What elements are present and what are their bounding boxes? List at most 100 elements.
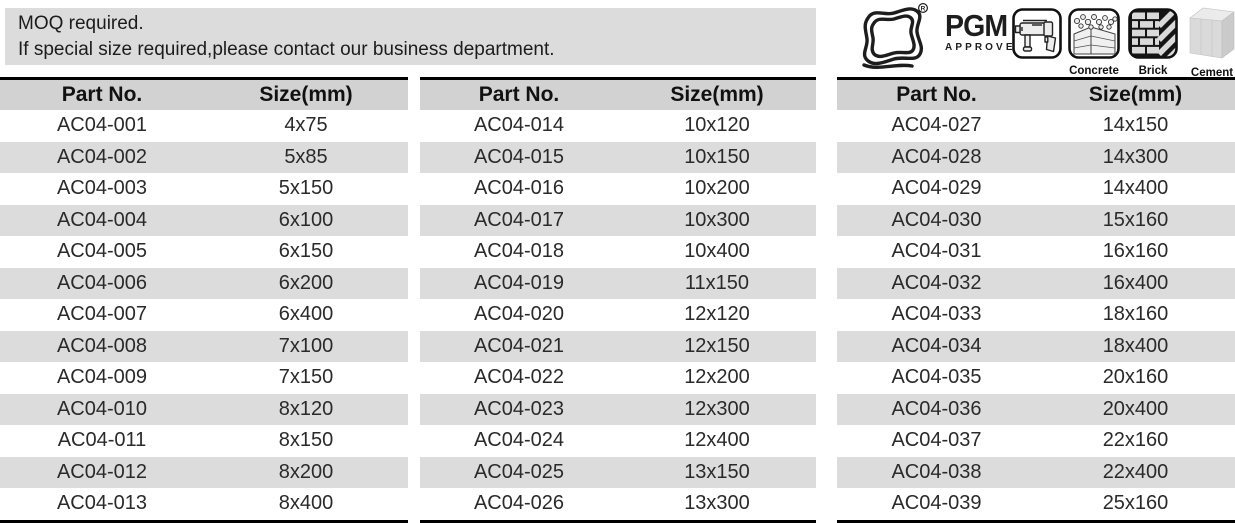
part-no-cell: AC04-022: [473, 366, 565, 389]
concrete-icon: [1068, 8, 1120, 59]
part-no-cell: AC04-019: [473, 271, 565, 294]
part-no-cell: AC04-003: [56, 177, 148, 200]
size-cell: 8x120: [278, 397, 334, 420]
part-no-cell: AC04-031: [891, 240, 982, 263]
size-cell: 12x120: [684, 303, 750, 326]
table-row: AC04-015 10x150: [420, 141, 816, 173]
concrete-label: Concrete: [1069, 65, 1119, 77]
size-cell: 7x100: [278, 334, 334, 357]
table-row: AC04-023 12x300: [420, 393, 816, 425]
parts-table-3: Part No. Size(mm) AC04-027 14x150 AC04-028…: [837, 77, 1235, 523]
size-cell: 10x150: [684, 145, 750, 168]
moq-notice-line2: If special size required,please contact …: [18, 39, 555, 60]
parts-table-2: Part No. Size(mm) AC04-014 10x120 AC04-015…: [420, 77, 816, 523]
table-body: AC04-027 14x150 AC04-028 14x300 AC04-029 14x4…: [837, 110, 1235, 520]
size-cell: 6x100: [278, 208, 334, 231]
table-row: AC04-014 10x120: [420, 110, 816, 142]
table-row: AC04-013 8x400: [0, 488, 408, 520]
table-row: AC04-034 18x400: [837, 330, 1235, 362]
table-row: AC04-031 16x160: [837, 236, 1235, 268]
size-cell: 15x160: [1102, 208, 1169, 231]
pgm-logo-icon: R: [862, 2, 928, 69]
table-row: AC04-007 6x400: [0, 299, 408, 331]
part-no-cell: AC04-005: [56, 240, 148, 263]
brand-name: PGM: [945, 8, 1008, 43]
part-no-cell: AC04-032: [891, 271, 982, 294]
size-cell: 16x400: [1102, 271, 1169, 294]
table-row: AC04-003 5x150: [0, 173, 408, 205]
table-row: AC04-011 8x150: [0, 425, 408, 457]
part-no-cell: AC04-021: [473, 334, 565, 357]
table-row: AC04-037 22x160: [837, 425, 1235, 457]
part-no-cell: AC04-012: [56, 460, 148, 483]
size-cell: 11x150: [684, 271, 750, 294]
size-cell: 10x200: [684, 177, 750, 200]
part-no-cell: AC04-009: [56, 366, 148, 389]
part-no-cell: AC04-025: [473, 460, 565, 483]
table-row: AC04-038 22x400: [837, 456, 1235, 488]
table-row: AC04-008 7x100: [0, 330, 408, 362]
part-no-cell: AC04-030: [891, 208, 982, 231]
size-cell: 25x160: [1102, 492, 1169, 515]
table-row: AC04-033 18x160: [837, 299, 1235, 331]
size-cell: 6x200: [278, 271, 334, 294]
size-cell: 20x160: [1102, 366, 1169, 389]
size-header: Size(mm): [670, 83, 764, 106]
part-no-cell: AC04-033: [891, 303, 982, 326]
part-no-cell: AC04-014: [473, 114, 565, 137]
table-row: AC04-024 12x400: [420, 425, 816, 457]
brick-label: Brick: [1138, 65, 1168, 77]
part-no-cell: AC04-002: [56, 145, 148, 168]
size-cell: 12x150: [684, 334, 750, 357]
hammer-drill-badge: [1011, 8, 1063, 64]
table-row: AC04-010 8x120: [0, 393, 408, 425]
part-no-cell: AC04-011: [57, 429, 147, 452]
brick-badge: Brick: [1127, 8, 1179, 77]
part-no-cell: AC04-026: [473, 492, 565, 515]
size-cell: 18x160: [1102, 303, 1169, 326]
size-cell: 22x160: [1102, 429, 1169, 452]
table-row: AC04-036 20x400: [837, 393, 1235, 425]
brand-subtitle: APPROVED: [945, 42, 1026, 53]
size-cell: 8x200: [278, 460, 334, 483]
cement-icon: [1189, 7, 1235, 59]
size-cell: 6x150: [278, 240, 334, 263]
size-cell: 14x400: [1102, 177, 1169, 200]
table-row: AC04-035 20x160: [837, 362, 1235, 394]
table-row: AC04-012 8x200: [0, 456, 408, 488]
part-no-cell: AC04-020: [473, 303, 565, 326]
part-no-cell: AC04-038: [891, 460, 982, 483]
part-no-cell: AC04-027: [891, 114, 982, 137]
table-body: AC04-001 4x75 AC04-002 5x85 AC04-003 5x150 AC0…: [0, 110, 408, 520]
table-row: AC04-030 15x160: [837, 204, 1235, 236]
part-no-cell: AC04-034: [891, 334, 982, 357]
size-cell: 20x400: [1102, 397, 1169, 420]
size-cell: 8x400: [278, 492, 334, 515]
brick-icon: [1128, 8, 1178, 59]
size-cell: 16x160: [1102, 240, 1169, 263]
table-row: AC04-016 10x200: [420, 173, 816, 205]
size-cell: 14x300: [1102, 145, 1169, 168]
size-cell: 14x150: [1102, 114, 1169, 137]
part-no-cell: AC04-001: [56, 114, 148, 137]
size-cell: 5x150: [278, 177, 334, 200]
moq-notice-line1: MOQ required.: [18, 13, 144, 34]
table-header-row: Part No. Size(mm): [837, 80, 1235, 110]
table-row: AC04-027 14x150: [837, 110, 1235, 142]
table-row: AC04-020 12x120: [420, 299, 816, 331]
table-row: AC04-022 12x200: [420, 362, 816, 394]
table-body: AC04-014 10x120 AC04-015 10x150 AC04-016 10x2…: [420, 110, 816, 520]
size-cell: 22x400: [1102, 460, 1169, 483]
table-row: AC04-002 5x85: [0, 141, 408, 173]
part-no-cell: AC04-024: [473, 429, 565, 452]
size-cell: 10x300: [684, 208, 750, 231]
table-row: AC04-025 13x150: [420, 456, 816, 488]
table-header-row: Part No. Size(mm): [0, 80, 408, 110]
table-header-row: Part No. Size(mm): [420, 80, 816, 110]
part-no-cell: AC04-004: [56, 208, 148, 231]
part-no-header: Part No.: [478, 83, 560, 106]
part-no-header: Part No.: [61, 83, 143, 106]
part-no-cell: AC04-018: [473, 240, 565, 263]
table-row: AC04-004 6x100: [0, 204, 408, 236]
part-no-cell: AC04-036: [891, 397, 982, 420]
